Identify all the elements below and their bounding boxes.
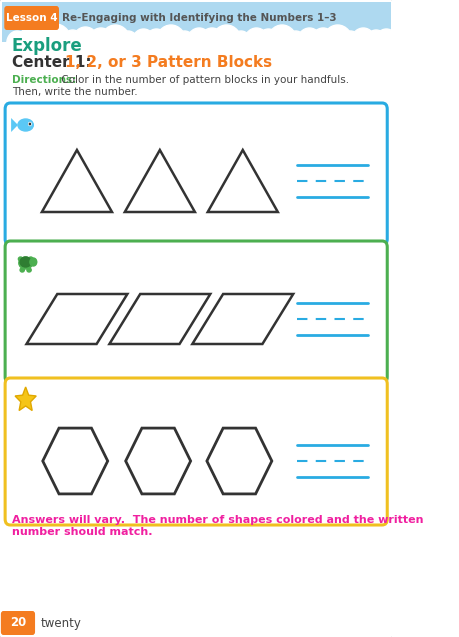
Text: Answers will vary.  The number of shapes colored and the written: Answers will vary. The number of shapes … [12,515,424,525]
Circle shape [340,31,361,55]
Circle shape [244,28,269,58]
FancyBboxPatch shape [2,2,391,42]
Text: Directions:: Directions: [12,75,76,85]
Ellipse shape [28,257,33,261]
Text: Then, write the number.: Then, write the number. [12,87,138,97]
Circle shape [231,31,252,55]
Ellipse shape [20,257,31,267]
Circle shape [145,29,168,57]
Circle shape [156,25,186,61]
Circle shape [132,29,156,57]
Circle shape [72,27,99,59]
Circle shape [31,29,55,57]
Circle shape [7,31,28,55]
Circle shape [39,24,72,62]
Circle shape [100,25,131,61]
Text: Center 1:: Center 1: [12,55,97,70]
Text: Explore: Explore [12,37,83,55]
Polygon shape [11,118,18,132]
FancyBboxPatch shape [1,611,35,635]
Ellipse shape [19,257,33,269]
Text: 20: 20 [10,617,26,629]
Text: Color in the number of pattern blocks in your handfuls.: Color in the number of pattern blocks in… [58,75,349,85]
Circle shape [199,28,225,58]
Circle shape [28,122,31,125]
Circle shape [351,28,376,58]
Circle shape [174,31,195,55]
Circle shape [118,31,139,55]
FancyBboxPatch shape [4,6,59,30]
FancyBboxPatch shape [5,241,387,383]
Circle shape [322,25,353,61]
Ellipse shape [18,257,22,261]
Ellipse shape [27,268,31,272]
Circle shape [375,29,398,57]
FancyBboxPatch shape [0,0,393,637]
Text: Lesson 4: Lesson 4 [6,13,57,23]
Circle shape [29,124,30,125]
FancyBboxPatch shape [5,103,387,245]
Circle shape [310,28,336,58]
Circle shape [285,31,306,55]
Circle shape [267,25,297,61]
Circle shape [30,258,37,266]
Circle shape [186,28,212,58]
Ellipse shape [20,268,24,272]
Circle shape [257,29,280,57]
Text: number should match.: number should match. [12,527,152,537]
Circle shape [62,30,84,56]
Circle shape [17,28,43,58]
Text: twenty: twenty [41,617,82,629]
Polygon shape [15,387,36,410]
Circle shape [297,28,322,58]
Circle shape [88,28,114,58]
Circle shape [365,30,387,56]
Ellipse shape [18,119,34,131]
Text: 1, 2, or 3 Pattern Blocks: 1, 2, or 3 Pattern Blocks [65,55,272,70]
Text: Re-Engaging with Identifying the Numbers 1–3: Re-Engaging with Identifying the Numbers… [62,13,337,23]
FancyBboxPatch shape [5,378,387,525]
Circle shape [211,25,242,61]
